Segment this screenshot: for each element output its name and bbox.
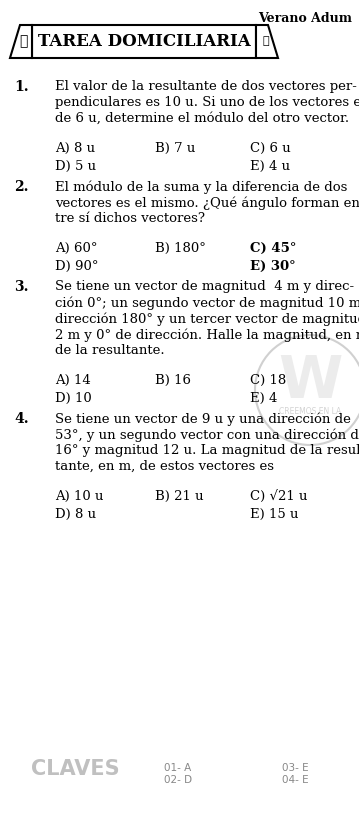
Text: E) 15 u: E) 15 u	[250, 508, 298, 521]
Text: Se tiene un vector de 9 u y una dirección de: Se tiene un vector de 9 u y una direcció…	[55, 412, 351, 425]
Text: tre sí dichos vectores?: tre sí dichos vectores?	[55, 212, 205, 225]
Text: 4.: 4.	[14, 412, 29, 426]
Text: 03- E: 03- E	[282, 763, 308, 773]
Text: A) 14: A) 14	[55, 374, 91, 387]
Text: A) 60°: A) 60°	[55, 242, 98, 255]
Text: de la resultante.: de la resultante.	[55, 344, 165, 357]
Text: B) 7 u: B) 7 u	[155, 142, 195, 155]
Text: El valor de la resultante de dos vectores per-: El valor de la resultante de dos vectore…	[55, 80, 357, 93]
Text: W: W	[278, 353, 342, 410]
Text: C) 6 u: C) 6 u	[250, 142, 291, 155]
Text: 02- D: 02- D	[164, 775, 192, 785]
Text: D) 10: D) 10	[55, 392, 92, 405]
Text: ción 0°; un segundo vector de magnitud 10 m y: ción 0°; un segundo vector de magnitud 1…	[55, 296, 359, 310]
Text: D) 5 u: D) 5 u	[55, 160, 96, 173]
Text: B) 16: B) 16	[155, 374, 191, 387]
FancyBboxPatch shape	[32, 25, 256, 58]
Text: D) 90°: D) 90°	[55, 260, 98, 273]
Text: C) 45°: C) 45°	[250, 242, 297, 255]
Text: 2 m y 0° de dirección. Halle la magnitud, en m,: 2 m y 0° de dirección. Halle la magnitud…	[55, 328, 359, 341]
Text: E) 4: E) 4	[250, 392, 278, 405]
Text: A) 10 u: A) 10 u	[55, 490, 103, 503]
Text: 01- A: 01- A	[164, 763, 192, 773]
Text: 📐: 📐	[263, 37, 269, 46]
Polygon shape	[10, 25, 32, 58]
Text: Se tiene un vector de magnitud  4 m y direc-: Se tiene un vector de magnitud 4 m y dir…	[55, 280, 354, 293]
Text: B) 180°: B) 180°	[155, 242, 206, 255]
Text: de 6 u, determine el módulo del otro vector.: de 6 u, determine el módulo del otro vec…	[55, 112, 349, 125]
Text: tante, en m, de estos vectores es: tante, en m, de estos vectores es	[55, 460, 274, 473]
Text: B) 21 u: B) 21 u	[155, 490, 204, 503]
Text: 1.: 1.	[14, 80, 29, 94]
Text: 53°, y un segundo vector con una dirección de: 53°, y un segundo vector con una direcci…	[55, 428, 359, 442]
Text: E) 30°: E) 30°	[250, 260, 295, 273]
Text: vectores es el mismo. ¿Qué ángulo forman en-: vectores es el mismo. ¿Qué ángulo forman…	[55, 196, 359, 209]
Text: 16° y magnitud 12 u. La magnitud de la resul-: 16° y magnitud 12 u. La magnitud de la r…	[55, 444, 359, 457]
Text: Verano Adum: Verano Adum	[258, 12, 352, 25]
Text: E) 4 u: E) 4 u	[250, 160, 290, 173]
Polygon shape	[256, 25, 278, 58]
Text: El módulo de la suma y la diferencia de dos: El módulo de la suma y la diferencia de …	[55, 180, 348, 193]
Text: C) 18: C) 18	[250, 374, 286, 387]
Text: C) √21 u: C) √21 u	[250, 490, 308, 503]
Text: pendiculares es 10 u. Si uno de los vectores es: pendiculares es 10 u. Si uno de los vect…	[55, 96, 359, 109]
Text: dirección 180° y un tercer vector de magnitud: dirección 180° y un tercer vector de mag…	[55, 312, 359, 325]
Text: 04- E: 04- E	[282, 775, 308, 785]
Text: TAREA DOMICILIARIA: TAREA DOMICILIARIA	[38, 33, 250, 50]
Text: CLAVES: CLAVES	[31, 759, 119, 779]
Text: 2.: 2.	[14, 180, 28, 194]
Text: D) 8 u: D) 8 u	[55, 508, 96, 521]
Text: CREEMOS EN LA: CREEMOS EN LA	[279, 408, 341, 416]
Text: 🕊: 🕊	[19, 34, 27, 49]
Text: 3.: 3.	[14, 280, 28, 294]
Text: A) 8 u: A) 8 u	[55, 142, 95, 155]
